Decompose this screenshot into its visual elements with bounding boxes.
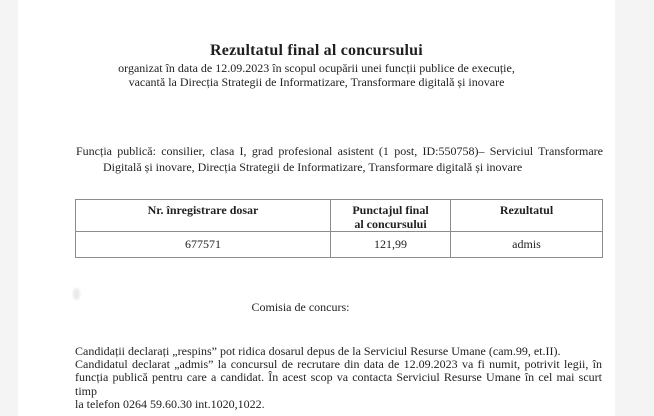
results-table: Nr. înregistrare dosar Punctajul final a… xyxy=(75,199,603,258)
public-function-line-1: Funcția publică: consilier, clasa I, gra… xyxy=(76,144,603,158)
col-header-final-score-line-2: al concursului xyxy=(354,217,427,231)
footer-line-4: la telefon 0264 59.60.30 int.1020,1022. xyxy=(75,396,265,411)
footer-line-3: funcția publică pentru care a candidat. … xyxy=(75,370,602,398)
col-header-final-score-line-1: Punctajul final xyxy=(352,203,429,217)
right-margin-strip xyxy=(615,0,654,416)
document-title: Rezultatul final al concursului xyxy=(210,42,423,59)
public-function-paragraph: Funcția publică: consilier, clasa I, gra… xyxy=(76,144,603,175)
cell-final-score: 121,99 xyxy=(330,231,451,258)
table-row: 677571 121,99 admis xyxy=(75,231,603,258)
footer-paragraph: Candidații declarați „respins” pot ridic… xyxy=(75,344,602,411)
col-header-result-label: Rezultatul xyxy=(499,203,554,217)
left-margin-strip xyxy=(0,0,18,416)
footer-line-2: Candidatul declarat „admis” la concursul… xyxy=(75,357,602,372)
commission-label: Comisia de concurs: xyxy=(251,300,350,314)
public-function-line-2: Digitală și inovare, Direcția Strategii … xyxy=(103,159,523,174)
scan-artifact-mark xyxy=(73,288,80,300)
subtitle-line-2: vacantă la Direcția Strategii de Informa… xyxy=(128,74,505,89)
subtitle-line-1: organizat în data de 12.09.2023 în scopu… xyxy=(118,61,515,75)
cell-registration-number: 677571 xyxy=(75,231,331,258)
document-subtitle: organizat în data de 12.09.2023 în scopu… xyxy=(18,61,615,89)
table-header-row: Nr. înregistrare dosar Punctajul final a… xyxy=(75,199,603,232)
cell-result: admis xyxy=(450,231,603,258)
col-header-result: Rezultatul xyxy=(450,199,603,232)
footer-line-1: Candidații declarați „respins” pot ridic… xyxy=(75,344,561,358)
col-header-registration-number-label: Nr. înregistrare dosar xyxy=(147,203,259,217)
col-header-final-score: Punctajul final al concursului xyxy=(330,199,451,232)
col-header-registration-number: Nr. înregistrare dosar xyxy=(75,199,331,232)
